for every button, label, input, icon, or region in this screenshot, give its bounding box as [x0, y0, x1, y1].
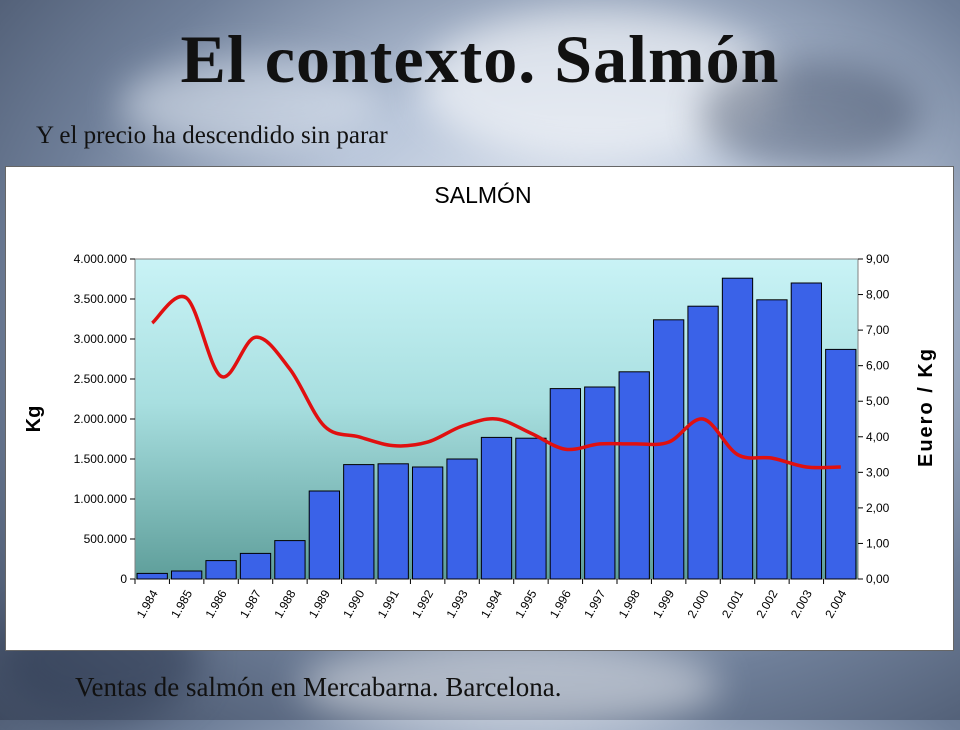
x-tick-label: 1.987	[237, 587, 264, 620]
x-tick-label: 2.004	[822, 587, 849, 620]
bar-1.989	[308, 490, 341, 580]
x-tick-label: 2.000	[685, 587, 712, 620]
y-tick-label-left: 1.000.000	[74, 492, 128, 506]
y-tick-label-right: 7,00	[866, 323, 890, 337]
bar-1.984	[136, 572, 168, 580]
bar-1.997	[584, 386, 616, 580]
bar-1.986	[205, 560, 237, 580]
y-tick-label-right: 6,00	[866, 359, 890, 373]
y-tick-label-right: 2,00	[866, 501, 890, 515]
x-tick-label: 2.001	[719, 587, 746, 620]
y-tick-label-left: 500.000	[84, 532, 128, 546]
x-tick-label: 1.984	[134, 587, 161, 620]
y-tick-label-left: 2.500.000	[74, 372, 128, 386]
chart: SALMÓN 0 500.000 1.000.000 1.500.000 2.000.0…	[23, 182, 937, 621]
chart-title: SALMÓN	[434, 182, 531, 208]
bar-1.987	[239, 552, 272, 580]
chart-frame: SALMÓN 0 500.000 1.000.000 1.500.000 2.000.0…	[5, 166, 954, 651]
x-tick-label: 1.994	[478, 587, 505, 620]
bar-2.004	[825, 348, 857, 580]
bar-1.985	[170, 570, 203, 580]
y-tick-label-right: 5,00	[866, 394, 890, 408]
bar-1.988	[274, 540, 306, 580]
y-axis-label-right: Euero / Kg	[915, 347, 937, 467]
bar-2.001	[721, 277, 754, 580]
x-tick-label: 1.999	[650, 587, 677, 620]
x-tick-label: 1.998	[616, 587, 643, 620]
y-tick-label-right: 1,00	[866, 536, 890, 550]
y-tick-label-left: 1.500.000	[74, 452, 128, 466]
x-tick-label: 2.002	[753, 587, 780, 620]
bar-1.994	[480, 436, 513, 580]
y-tick-label-left: 2.000.000	[74, 412, 128, 426]
price-line	[151, 294, 841, 470]
caption: Ventas de salmón en Mercabarna. Barcelon…	[75, 672, 562, 702]
y-tick-label-right: 9,00	[866, 252, 890, 266]
y-tick-label-left: 0	[120, 572, 127, 586]
x-tick-label: 1.989	[306, 587, 333, 620]
bar-1.996	[549, 388, 582, 580]
background-cloud	[300, 640, 720, 730]
x-tick-label: 2.003	[788, 587, 815, 620]
bar-1.998	[618, 371, 650, 580]
x-tick-label: 1.985	[168, 587, 195, 620]
background-cloud	[700, 60, 920, 170]
y-tick-label-right: 0,00	[866, 572, 890, 586]
y-tick-label-left: 4.000.000	[74, 252, 128, 266]
y-axis-label-left: Kg	[23, 406, 45, 433]
x-tick-label: 1.997	[581, 587, 608, 620]
slide-subtitle: Y el precio ha descendido sin parar	[36, 122, 388, 149]
bar-1.993	[446, 458, 478, 580]
x-tick-label: 1.988	[271, 587, 298, 620]
bar-1.991	[377, 463, 409, 580]
background-cloud	[120, 60, 380, 150]
slide-title: El contexto. Salmón	[180, 21, 780, 97]
x-tick-label: 1.990	[340, 587, 367, 620]
bar-1.992	[411, 466, 444, 580]
y-tick-label-left: 3.000.000	[74, 332, 128, 346]
bar-1.990	[343, 464, 375, 580]
x-tick-label: 1.991	[375, 587, 402, 620]
x-tick-label: 1.996	[547, 587, 574, 620]
x-tick-label: 1.986	[203, 587, 230, 620]
bar-2.003	[790, 282, 823, 580]
y-tick-label-right: 3,00	[866, 465, 890, 479]
y-tick-label-right: 4,00	[866, 430, 890, 444]
y-tick-label-right: 8,00	[866, 288, 890, 302]
x-tick-label: 1.993	[444, 587, 471, 620]
bar-1.995	[515, 437, 547, 580]
background-cloud	[420, 10, 780, 160]
bar-2.002	[756, 299, 788, 580]
bar-2.000	[687, 305, 719, 580]
x-tick-label: 1.992	[409, 587, 436, 620]
bar-1.999	[652, 319, 685, 580]
x-tick-label: 1.995	[512, 587, 539, 620]
y-tick-label-left: 3.500.000	[74, 292, 128, 306]
